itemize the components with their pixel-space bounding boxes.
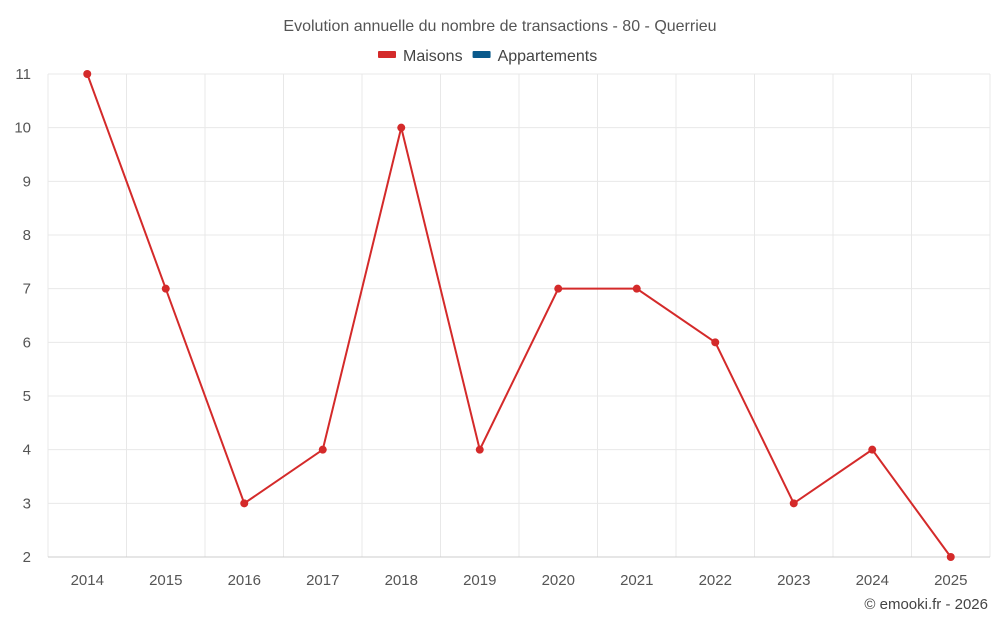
data-point[interactable] (318, 445, 327, 454)
y-tick-label: 3 (23, 495, 31, 512)
data-point[interactable] (161, 284, 170, 293)
y-tick-label: 5 (23, 388, 31, 405)
data-point[interactable] (240, 499, 249, 508)
y-tick-label: 6 (23, 334, 31, 351)
legend-swatch (472, 51, 491, 58)
y-tick-label: 10 (14, 120, 31, 137)
chart-title: Evolution annuelle du nombre de transact… (283, 18, 716, 35)
y-axis: 2 3 4 5 6 7 8 9 10 11 (14, 66, 31, 566)
credit: © emooki.fr - 2026 (864, 596, 988, 613)
x-tick-label: 2021 (620, 572, 653, 589)
x-tick-label: 2017 (306, 572, 339, 589)
series-line-maisons (86, 73, 952, 558)
data-point[interactable] (632, 284, 641, 293)
x-tick-label: 2024 (856, 572, 889, 589)
data-point[interactable] (789, 499, 798, 508)
y-tick-label: 11 (15, 66, 31, 83)
x-tick-label: 2014 (71, 572, 104, 589)
data-point[interactable] (868, 445, 877, 454)
y-tick-label: 4 (23, 442, 31, 459)
x-tick-label: 2019 (463, 572, 496, 589)
legend: Maisons Appartements (378, 48, 597, 65)
y-tick-label: 2 (23, 549, 31, 566)
x-tick-label: 2020 (542, 572, 575, 589)
grid (47, 73, 991, 558)
x-tick-label: 2016 (228, 572, 261, 589)
data-point[interactable] (711, 338, 720, 347)
legend-swatch (378, 51, 396, 58)
data-point[interactable] (554, 284, 563, 293)
x-tick-label: 2015 (149, 572, 182, 589)
data-point[interactable] (475, 445, 484, 454)
data-point[interactable] (83, 70, 92, 78)
y-tick-label: 8 (23, 227, 31, 244)
x-axis: 2014 2015 2016 2017 2018 2019 2020 2021 2022 2023… (71, 572, 968, 589)
legend-label: Appartements (498, 48, 598, 65)
legend-label: Maisons (403, 48, 463, 65)
legend-item-appartements[interactable]: Appartements (472, 48, 598, 65)
data-point[interactable] (946, 553, 955, 561)
data-point[interactable] (397, 123, 406, 132)
legend-item-maisons[interactable]: Maisons (378, 48, 463, 65)
series-layer (83, 70, 955, 561)
x-tick-label: 2023 (777, 572, 810, 589)
y-tick-label: 7 (23, 281, 31, 298)
x-tick-label: 2025 (934, 572, 967, 589)
y-tick-label: 9 (23, 173, 31, 190)
x-tick-label: 2018 (385, 572, 418, 589)
x-tick-label: 2022 (699, 572, 732, 589)
